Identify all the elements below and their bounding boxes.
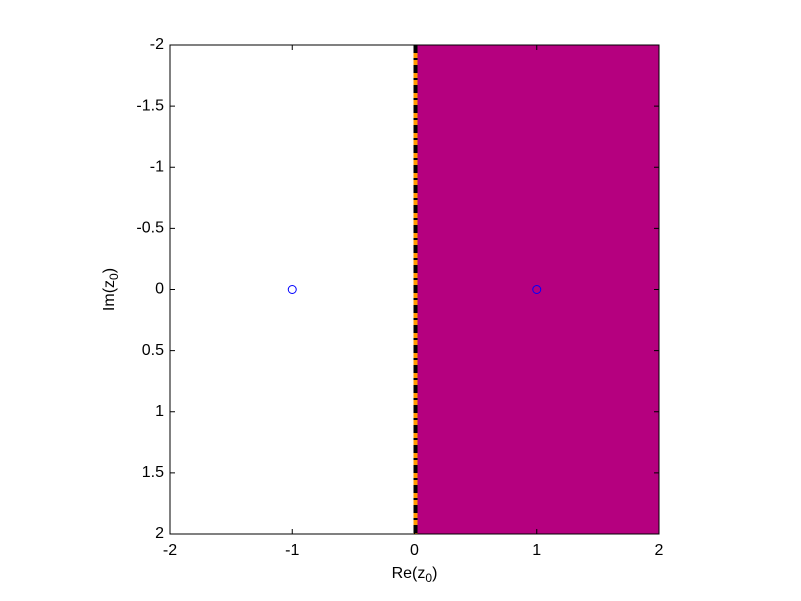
- y-tick-label: -2: [150, 36, 164, 53]
- x-tick-label: 0: [410, 542, 419, 559]
- x-tick-label: 2: [655, 542, 664, 559]
- y-tick-label: 1.5: [142, 464, 164, 481]
- x-tick-label: -1: [285, 542, 299, 559]
- x-tick-label: 1: [532, 542, 541, 559]
- root-marker: [532, 285, 542, 294]
- y-tick-label: -1: [150, 158, 164, 175]
- y-tick-label: 0.5: [142, 342, 164, 359]
- y-tick-label: 2: [155, 525, 164, 542]
- x-tick-label: -2: [163, 542, 177, 559]
- y-tick-label: -0.5: [136, 220, 164, 237]
- y-tick-label: -1.5: [136, 97, 164, 114]
- basin-region: [170, 45, 415, 534]
- basin-region: [414, 45, 659, 534]
- y-tick-label: 0: [155, 281, 164, 298]
- axis-label: Re(z0): [392, 565, 438, 585]
- axis-label: Im(z0): [101, 268, 121, 311]
- root-marker: [287, 285, 297, 294]
- y-tick-label: 1: [155, 403, 164, 420]
